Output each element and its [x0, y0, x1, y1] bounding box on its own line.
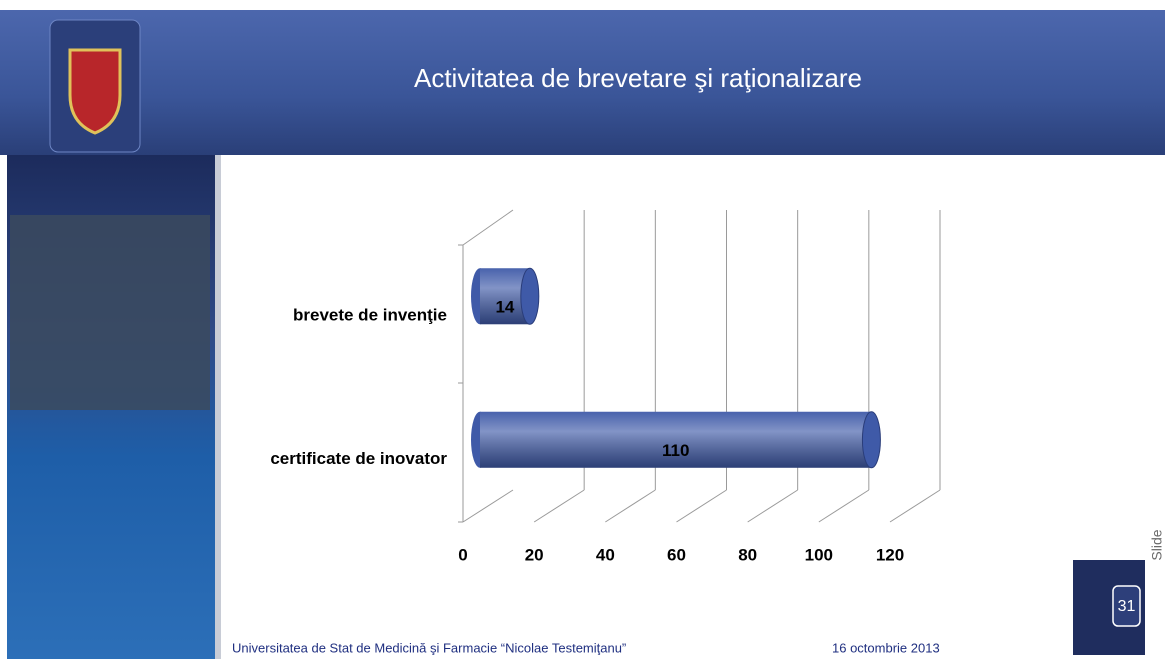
grid-line: [748, 490, 798, 522]
bar-cap: [521, 268, 539, 324]
wall-edge: [463, 210, 513, 245]
slide-number: 31: [1118, 598, 1136, 615]
slide-label: Slide: [1149, 529, 1165, 560]
category-label: certificate de inovator: [270, 449, 447, 468]
side-photo: [10, 215, 210, 410]
slide-title: Activitatea de brevetare şi raţionalizar…: [414, 63, 862, 93]
value-label: 110: [662, 441, 689, 460]
grid-line: [605, 490, 655, 522]
footer-institution: Universitatea de Stat de Medicină şi Far…: [232, 640, 626, 655]
bar-cap: [862, 412, 880, 468]
x-tick-label: 20: [525, 545, 544, 564]
grid-line: [819, 490, 869, 522]
floor-edge: [463, 490, 513, 522]
x-tick-label: 80: [738, 545, 757, 564]
x-tick-label: 0: [458, 545, 467, 564]
x-tick-label: 120: [876, 545, 904, 564]
grid-line: [534, 490, 584, 522]
value-label: 14: [495, 298, 514, 317]
x-tick-label: 40: [596, 545, 615, 564]
x-tick-label: 60: [667, 545, 686, 564]
footer-date: 16 octombrie 2013: [832, 640, 940, 655]
grid-line: [890, 490, 940, 522]
x-tick-label: 100: [805, 545, 833, 564]
chart: 0 20 40 60 80 100 120 brevete de invenţie 14 cert…: [270, 210, 940, 564]
grid-line: [677, 490, 727, 522]
slide: Activitatea de brevetare şi raţionalizar…: [0, 0, 1165, 659]
logo-shield: [70, 50, 120, 133]
side-divider: [215, 155, 221, 659]
category-label: brevete de invenţie: [293, 306, 447, 325]
